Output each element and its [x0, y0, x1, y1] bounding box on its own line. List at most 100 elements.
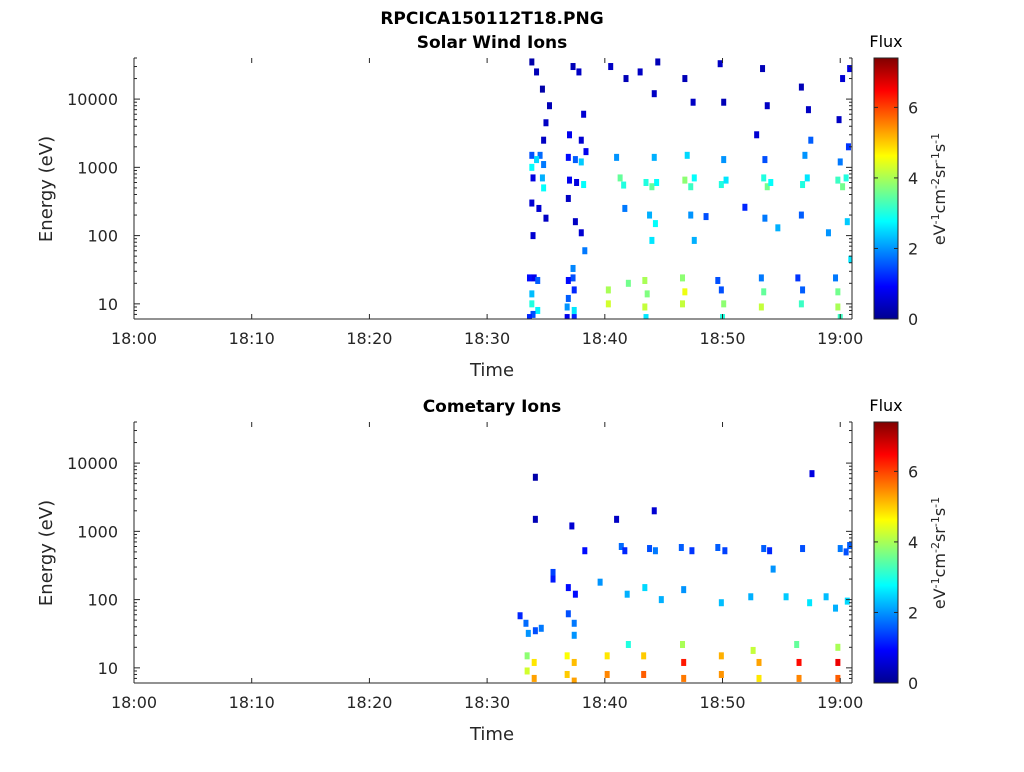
colorbar-tick-label: 0 [908, 310, 918, 329]
y-tick-label: 100 [87, 591, 118, 610]
x-tick-label: 18:10 [229, 693, 275, 712]
flux-cell [762, 214, 768, 222]
colorbar-tick-label: 2 [908, 603, 918, 622]
flux-cell [641, 652, 647, 660]
x-tick-label: 18:50 [699, 693, 745, 712]
flux-cell [622, 204, 628, 212]
flux-cell [567, 131, 573, 139]
y-tick-label: 1000 [77, 158, 118, 177]
flux-cell [680, 640, 686, 648]
flux-cell [582, 247, 588, 255]
flux-cell [808, 136, 814, 144]
colorbar-unit-label: eV-1cm-2sr-1s-1 [929, 497, 950, 609]
panel-title: Solar Wind Ions [417, 33, 568, 53]
flux-cell [550, 575, 556, 583]
flux-cell [530, 232, 536, 240]
flux-cell [571, 677, 577, 683]
flux-cell [798, 211, 804, 219]
flux-cell [684, 151, 690, 159]
flux-cell [681, 586, 687, 594]
colorbar-tick-label: 0 [908, 674, 918, 693]
flux-cell [622, 547, 628, 555]
flux-cell [807, 599, 813, 607]
flux-cell [835, 288, 841, 296]
flux-cell [783, 593, 789, 601]
x-tick-label: 18:40 [582, 693, 628, 712]
y-tick-label: 10 [98, 295, 118, 314]
flux-cell [682, 75, 688, 83]
flux-cell [637, 68, 643, 76]
flux-cell [583, 148, 589, 156]
flux-cell [794, 640, 800, 648]
flux-cell [754, 131, 760, 139]
flux-cell [572, 590, 578, 598]
y-axis-label: Energy (eV) [36, 136, 57, 242]
axes: 18:00 18:10 18:20 18:30 18:40 18:50 19:00 10 100… [67, 57, 863, 348]
flux-cell [770, 565, 776, 573]
y-tick-label: 1000 [77, 522, 118, 541]
x-tick-label: 18:40 [582, 329, 628, 348]
flux-cell [535, 276, 541, 284]
colorbar-tick-label: 4 [908, 169, 918, 188]
flux-cell [715, 543, 721, 551]
flux-cell [582, 547, 588, 555]
spectrogram-cells [517, 470, 852, 683]
flux-cell [723, 176, 729, 184]
flux-cell [775, 224, 781, 232]
flux-cell [532, 627, 538, 635]
x-tick-label: 18:50 [699, 329, 745, 348]
flux-cell [718, 670, 724, 678]
flux-cell [625, 279, 631, 287]
x-tick-label: 18:10 [229, 329, 275, 348]
flux-cell [721, 156, 727, 164]
flux-cell [624, 590, 630, 598]
flux-cell [565, 584, 571, 592]
colorbar-title: Flux [869, 32, 902, 51]
flux-cell [535, 306, 541, 314]
y-tick-label: 100 [87, 227, 118, 246]
axes: 18:00 18:10 18:20 18:30 18:40 18:50 19:00 10 100… [67, 421, 863, 712]
flux-cell [529, 300, 535, 308]
flux-cell [721, 98, 727, 106]
flux-cell [809, 470, 815, 478]
flux-cell [543, 214, 549, 222]
x-tick-label: 19:00 [817, 329, 863, 348]
flux-cell [572, 156, 578, 164]
cometary-ions-panel: Cometary Ions 18:00 18:10 18:20 18:30 18:40 1… [36, 396, 949, 745]
flux-cell [654, 178, 660, 186]
flux-cell [688, 183, 694, 191]
flux-cell [530, 310, 536, 318]
flux-cell [529, 151, 535, 159]
flux-cell [642, 584, 648, 592]
flux-cell [526, 274, 532, 282]
flux-cell [567, 176, 573, 184]
flux-cell [837, 158, 843, 166]
flux-cell [571, 306, 577, 314]
flux-cell [546, 102, 552, 110]
x-tick-label: 18:20 [346, 693, 392, 712]
flux-cell [581, 110, 587, 118]
colorbar-unit-label: eV-1cm-2sr-1s-1 [929, 133, 950, 245]
flux-cell [682, 288, 688, 296]
flux-cell [682, 176, 688, 184]
flux-cell [578, 229, 584, 237]
colorbar-tick-label: 6 [908, 98, 918, 117]
flux-cell [605, 286, 611, 294]
flux-cell [578, 136, 584, 144]
colorbar-gradient [873, 421, 899, 684]
x-axis-label: Time [469, 360, 514, 381]
flux-cell [565, 153, 571, 161]
flux-cell [531, 274, 537, 282]
flux-cell [681, 674, 687, 682]
flux-cell [525, 629, 531, 637]
flux-cell [762, 156, 768, 164]
flux-cell [847, 65, 852, 73]
flux-cell [800, 181, 806, 189]
flux-cell [768, 178, 774, 186]
flux-cell [570, 264, 576, 272]
flux-cell [680, 274, 686, 282]
flux-cell [756, 674, 762, 682]
flux-cell [524, 652, 530, 660]
colorbar-title: Flux [869, 396, 902, 415]
